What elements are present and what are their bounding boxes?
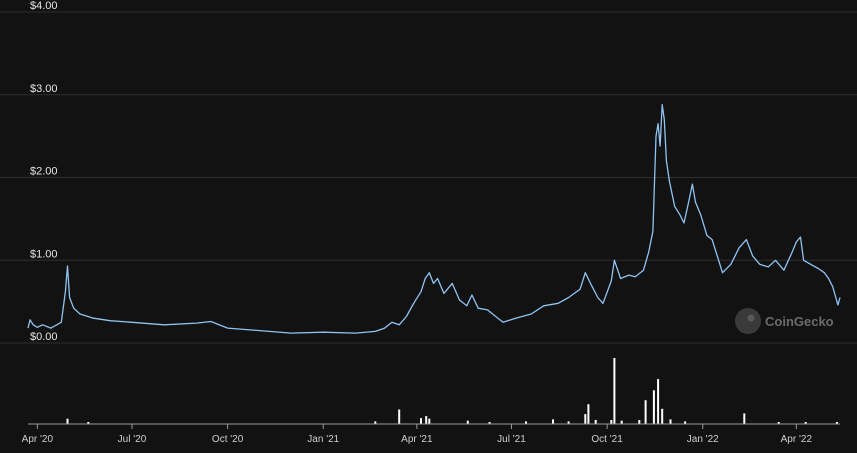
watermark: CoinGecko — [735, 308, 834, 334]
y-tick-label: $1.00 — [30, 248, 58, 260]
x-tick-label: Oct '20 — [212, 434, 244, 445]
x-tick-label: Apr '22 — [781, 434, 813, 445]
volume-bar — [684, 421, 687, 424]
volume-bar — [425, 416, 428, 424]
volume-bar — [638, 420, 641, 424]
x-axis-labels: Apr '20 Jul '20 Oct '20 Jan '21 Apr '21 Jul '… — [22, 424, 813, 445]
volume-bar — [525, 421, 527, 424]
y-tick-label: $4.00 — [30, 0, 58, 12]
x-tick-label: Jan '21 — [307, 434, 339, 445]
x-tick-label: Jan '22 — [687, 434, 719, 445]
y-tick-label: $3.00 — [30, 83, 58, 95]
volume-bar — [87, 422, 90, 424]
volume-bar — [620, 420, 623, 424]
x-tick-label: Oct '21 — [591, 434, 623, 445]
volume-bar — [420, 418, 422, 424]
x-tick-label: Apr '20 — [22, 434, 54, 445]
volume-bar — [669, 419, 672, 424]
volume-bar — [66, 418, 69, 424]
x-tick-label: Jul '21 — [497, 434, 526, 445]
volume-bar — [466, 420, 469, 424]
volume-bar — [644, 400, 647, 424]
volume-bars — [66, 358, 838, 424]
y-tick-label: $2.00 — [30, 166, 58, 178]
y-tick-label: $0.00 — [30, 331, 58, 343]
volume-bar — [567, 421, 570, 424]
volume-bar — [374, 421, 377, 424]
volume-bar — [428, 418, 431, 424]
volume-bar — [743, 413, 746, 424]
y-axis-labels: $4.00 $3.00 $2.00 $1.00 $0.00 — [30, 0, 58, 343]
volume-bar — [661, 408, 664, 424]
watermark-text: CoinGecko — [765, 314, 834, 329]
coingecko-logo-icon — [735, 308, 761, 334]
volume-bar — [594, 420, 597, 424]
volume-bar — [804, 422, 807, 424]
volume-bar — [552, 419, 554, 424]
gridlines — [0, 11, 857, 344]
volume-bar — [777, 422, 780, 424]
volume-bar — [488, 422, 491, 424]
volume-bar — [398, 409, 401, 424]
volume-bar — [610, 420, 613, 424]
volume-bar — [584, 414, 587, 424]
volume-bar — [835, 422, 838, 424]
volume-bar — [587, 404, 590, 424]
price-line — [27, 104, 841, 334]
volume-bar — [613, 358, 616, 424]
x-tick-label: Jul '20 — [118, 434, 147, 445]
x-tick-label: Apr '21 — [401, 434, 433, 445]
volume-bar — [657, 379, 660, 424]
coingecko-logo-eye — [747, 314, 755, 322]
volume-bar — [652, 390, 655, 424]
